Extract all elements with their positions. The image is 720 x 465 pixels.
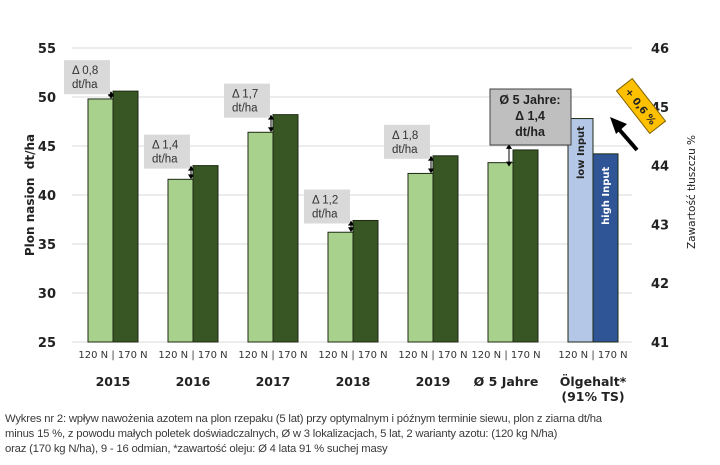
delta-arrow-up-head [506,143,512,149]
delta-arrow-down-head [506,161,512,167]
bar-sublabel: 120 N | 170 N [238,350,307,361]
bar-170-3 [352,219,379,343]
left-axis-ticks: 25 30 35 40 45 50 55 [38,42,56,351]
y-right-tick-label: 41 [651,336,669,351]
average-box-unit: dt/ha [515,125,546,139]
delta-arrow-down-head [428,168,434,174]
category-label: 2017 [256,374,291,389]
bar-120-3 [327,231,354,343]
caption-line-3: oraz (170 kg N/ha), 9 - 16 odmian, *zawa… [5,443,388,455]
delta-unit: dt/ha [392,144,418,156]
y-tick-label: 35 [38,238,56,253]
average-box-title: Ø 5 Jahre: [499,93,560,107]
delta-box [304,189,350,224]
delta-value: Δ 1,2 [312,194,338,206]
average-box [489,88,572,146]
category-label: 2016 [176,374,211,389]
bar-120-5 [487,162,514,343]
category-label-line2: (91% TS) [561,389,624,404]
oil-increase-badge-bg [615,77,667,135]
y-tick-label: 55 [38,42,56,57]
delta-arrow-up-head [188,165,194,171]
bar-170-0 [112,90,139,343]
bar-170-4 [432,155,459,343]
bar-170-1 [192,165,219,343]
low-input-label: low Input [576,126,587,179]
delta-box [384,124,430,159]
caption-line-2: minus 15 %, z powodu małych poletek dośw… [5,428,558,440]
bar-low-6 [567,118,594,343]
bar-sublabel: 120 N | 170 N [558,350,627,361]
delta-unit: dt/ha [152,154,178,166]
delta-box [144,134,190,169]
increase-arrow-line [615,125,639,152]
bar-120-0 [87,98,114,343]
delta-arrow-up-head [268,114,274,120]
bar-sublabel: 120 N | 170 N [471,350,540,361]
delta-value: Δ 0,8 [72,65,98,77]
delta-arrow-up-head [348,220,354,226]
y-tick-label: 40 [38,189,56,204]
figure-caption: Wykres nr 2: wpływ nawożenia azotem na p… [5,412,717,457]
category-label: Ölgehalt* [560,374,627,389]
caption-line-1: Wykres nr 2: wpływ nawożenia azotem na p… [5,413,602,425]
bar-high-6 [592,153,619,343]
y-axis-right-label: Zawartość tłuszczu % [686,135,698,249]
bar-170-5 [512,149,539,343]
category-labels: 120 N | 170 N 2015 120 N | 170 N 2016 120 N … [78,350,627,404]
bar-170-2 [272,114,299,343]
high-input-label: high Input [601,167,612,225]
y-tick-label: 45 [38,140,56,155]
average-box-delta: Δ 1,4 [515,109,545,123]
y-right-tick-label: 43 [651,218,669,233]
bar-sublabel: 120 N | 170 N [398,350,467,361]
delta-arrow-down-head [348,227,354,233]
delta-box [64,60,110,95]
delta-arrow-down-head [108,93,114,99]
category-label: 2019 [416,374,451,389]
delta-arrow-down-head [268,127,274,133]
bars [87,90,619,343]
delta-value: Δ 1,8 [392,130,418,142]
delta-box [224,83,270,118]
category-label: Ø 5 Jahre [474,374,539,389]
bar-120-1 [167,178,194,343]
y-tick-label: 50 [38,91,56,106]
delta-unit: dt/ha [232,103,258,115]
bar-120-2 [247,131,274,343]
category-label: 2015 [96,374,131,389]
delta-unit: dt/ha [312,208,338,220]
bar-sublabel: 120 N | 170 N [78,350,147,361]
y-tick-label: 25 [38,336,56,351]
delta-unit: dt/ha [72,79,98,91]
y-axis-label: Plon nasion dt/ha [23,134,37,256]
annotations: Δ 0,8 dt/ha Δ 1,4 dt/ha Δ 1,7 dt/ha Δ 1,2 dt/ha… [64,60,667,233]
y-tick-label: 30 [38,287,56,302]
y-right-tick-label: 42 [651,277,669,292]
y-right-tick-label: 46 [651,42,669,57]
delta-value: Δ 1,4 [152,140,179,152]
bar-120-4 [407,172,434,343]
y-right-tick-label: 44 [651,160,669,175]
delta-value: Δ 1,7 [232,89,258,101]
bar-sublabel: 120 N | 170 N [318,350,387,361]
delta-arrow-up-head [428,155,434,161]
bar-sublabel: 120 N | 170 N [158,350,227,361]
delta-arrow-down-head [188,174,194,180]
increase-arrow-head [610,117,627,134]
category-label: 2018 [336,374,371,389]
yield-chart: 25 30 35 40 45 50 55 41 42 43 44 45 46 120 N | 170 … [23,42,698,404]
